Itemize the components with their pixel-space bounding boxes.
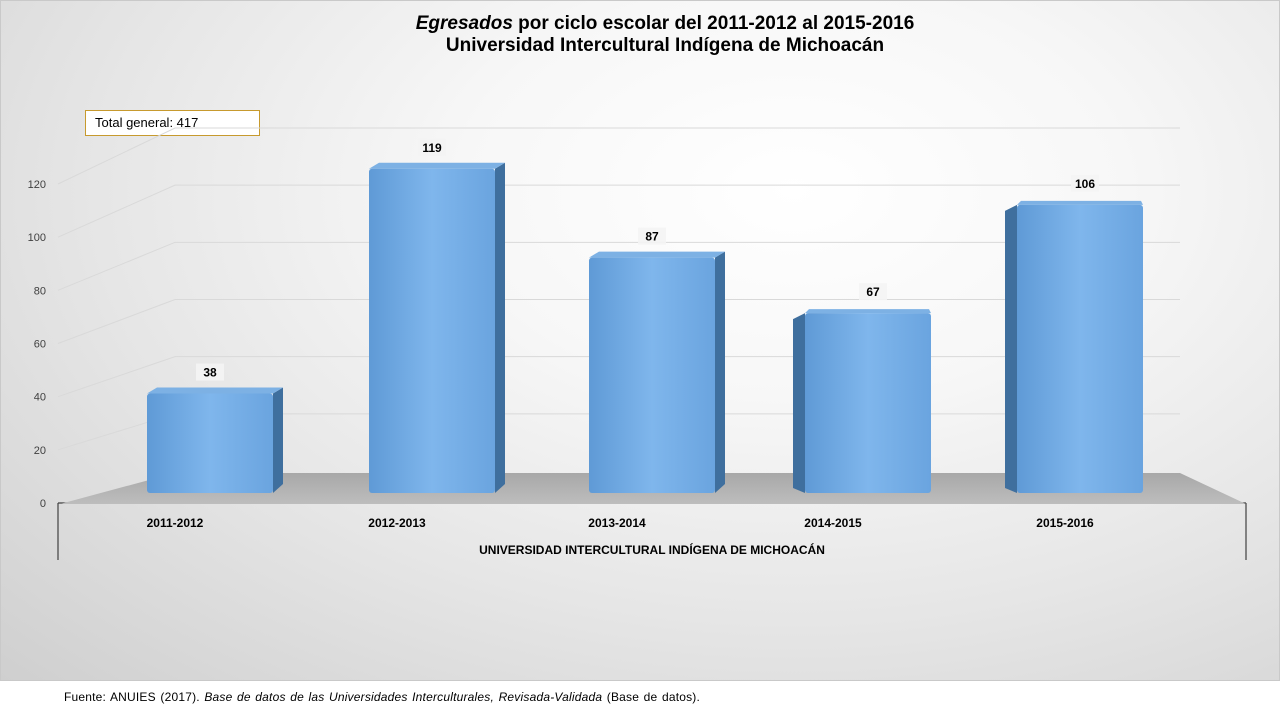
source-note: Fuente: ANUIES (2017). Base de datos de … (64, 690, 700, 704)
bar-side (273, 387, 283, 493)
chart-title-line1-rest: por ciclo escolar del 2011-2012 al 2015-… (512, 13, 915, 34)
category-label: 2015-2016 (1036, 516, 1094, 530)
y-tick-label: 60 (34, 339, 46, 351)
data-label: 67 (866, 285, 880, 299)
gridline (57, 299, 1180, 344)
bars (147, 162, 1143, 493)
bar-group (793, 309, 931, 493)
gridline (57, 241, 1180, 291)
bar-group (369, 162, 505, 493)
chart-title-line1: Egresados por ciclo escolar del 2011-201… (0, 13, 1280, 35)
chart-title: Egresados por ciclo escolar del 2011-201… (0, 13, 1280, 57)
bar-top (1017, 200, 1143, 205)
y-tick-label: 40 (34, 392, 46, 404)
bar-side (1005, 204, 1017, 493)
chart-title-line2: Universidad Intercultural Indígena de Mi… (445, 35, 885, 56)
source-suffix: (Base de datos). (602, 690, 701, 704)
data-label-bg (638, 227, 666, 245)
x-axis-title: UNIVERSIDAD INTERCULTURAL INDÍGENA DE MI… (479, 542, 825, 557)
chart-title-italic: Egresados (415, 13, 513, 34)
category-label: 2012-2013 (368, 516, 426, 530)
data-label: 38 (203, 366, 217, 380)
y-tick-label: 100 (28, 232, 46, 244)
y-tick-label: 120 (28, 179, 46, 191)
bar-side (495, 162, 505, 493)
category-label: 2013-2014 (588, 516, 646, 530)
bar-side (793, 313, 805, 493)
bar (369, 168, 495, 493)
y-tick-label: 0 (40, 498, 46, 510)
data-label: 119 (422, 141, 442, 155)
bar-group (1005, 200, 1143, 493)
bar (1017, 204, 1143, 493)
gridline (57, 184, 1180, 238)
bar-top (369, 162, 505, 169)
source-italic: Base de datos de las Universidades Inter… (204, 690, 603, 704)
bar (147, 393, 273, 493)
source-prefix: Fuente: ANUIES (2017). (64, 690, 205, 704)
category-label: 2014-2015 (804, 516, 862, 530)
gridline (57, 127, 1180, 185)
bar (589, 257, 715, 493)
bar-group (147, 387, 283, 493)
bar-top (147, 387, 283, 394)
y-tick-label: 20 (34, 445, 46, 457)
bar (805, 313, 931, 493)
total-general-box: Total general: 417 (85, 110, 260, 136)
data-label-bg (418, 138, 446, 156)
data-label-bg (196, 363, 224, 381)
data-label-bg (1071, 174, 1099, 192)
bar-side (715, 251, 725, 493)
data-label-bg (859, 283, 887, 301)
y-tick-label: 80 (34, 285, 46, 297)
bar-chart: 0 20 40 60 80 100 120 38 2011-2012 119 2012-2013 87… (28, 127, 1247, 560)
bar-top (589, 251, 725, 258)
labels: 0 20 40 60 80 100 120 38 2011-2012 119 2012-2013 87… (28, 138, 1099, 557)
bar-group (589, 251, 725, 493)
data-label: 106 (1075, 177, 1095, 191)
category-label: 2011-2012 (147, 516, 204, 530)
data-label: 87 (645, 230, 659, 244)
bar-top (805, 309, 931, 314)
